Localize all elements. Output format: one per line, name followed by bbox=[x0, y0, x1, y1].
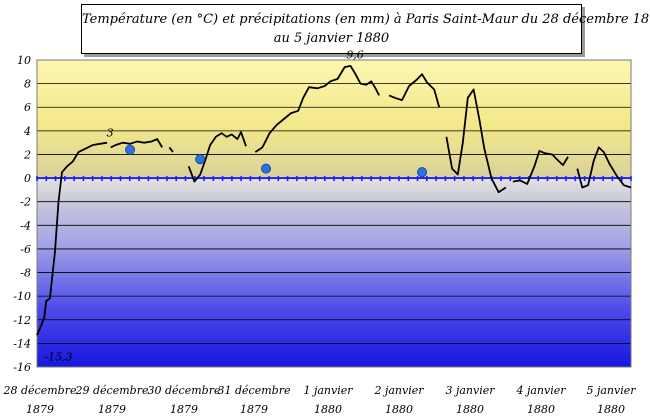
data-annotation: 9,6 bbox=[346, 49, 364, 62]
temperature-line-segment bbox=[110, 138, 163, 149]
y-tick-label: 4 bbox=[23, 125, 31, 138]
data-annotation: -15,3 bbox=[44, 351, 72, 364]
y-tick-label: -8 bbox=[20, 267, 31, 280]
chart-title-line-1: Température (en °C) et précipitations (e… bbox=[82, 12, 650, 27]
y-tick-label: 10 bbox=[17, 54, 31, 67]
y-tick-label: -16 bbox=[13, 361, 31, 374]
precipitation-point bbox=[261, 163, 272, 174]
y-tick-label: -10 bbox=[13, 290, 31, 303]
y-tick-label: 8 bbox=[24, 78, 31, 91]
x-axis-day-label: 29 décembre bbox=[75, 384, 149, 397]
temperature-line-segment bbox=[445, 88, 507, 194]
temperature-line-segment bbox=[388, 73, 441, 108]
chart-title-line-2: au 5 janvier 1880 bbox=[273, 31, 390, 46]
x-axis-day-label: 28 décembre bbox=[3, 384, 77, 397]
y-tick-label: -14 bbox=[13, 337, 31, 350]
x-axis-year-label: 1879 bbox=[26, 403, 54, 416]
y-tick-label: -6 bbox=[20, 243, 31, 256]
x-axis-year-label: 1880 bbox=[314, 403, 342, 416]
positive-zone-background bbox=[37, 60, 631, 179]
x-axis-year-label: 1880 bbox=[385, 403, 413, 416]
plot-border bbox=[36, 59, 632, 368]
x-axis-year-label: 1879 bbox=[98, 403, 126, 416]
x-axis-day-label: 31 décembre bbox=[218, 384, 291, 397]
y-tick-label: -2 bbox=[20, 196, 31, 209]
precipitation-point bbox=[195, 154, 206, 165]
x-axis-day-label: 3 janvier bbox=[445, 384, 495, 397]
temperature-line-segment bbox=[168, 146, 174, 153]
x-axis-year-label: 1879 bbox=[240, 403, 268, 416]
x-axis-day-label: 2 janvier bbox=[373, 384, 424, 397]
x-axis-day-label: 1 janvier bbox=[303, 384, 353, 397]
temperature-line-segment bbox=[576, 146, 632, 189]
chart-title-box: Température (en °C) et précipitations (e… bbox=[81, 4, 650, 54]
x-axis-day-label: 5 janvier bbox=[586, 384, 636, 397]
x-axis-year-label: 1880 bbox=[597, 403, 625, 416]
y-tick-label: 0 bbox=[24, 172, 31, 185]
y-tick-label: 6 bbox=[24, 101, 31, 114]
precipitation-point bbox=[417, 167, 428, 178]
x-axis-year-label: 1879 bbox=[170, 403, 198, 416]
data-annotation: 3 bbox=[107, 127, 114, 140]
x-axis-year-label: 1880 bbox=[456, 403, 484, 416]
temperature-line-segment bbox=[512, 150, 569, 185]
temperature-line-segment bbox=[187, 131, 247, 183]
temperature-line-segment bbox=[36, 141, 108, 336]
y-tick-label: -12 bbox=[13, 314, 31, 327]
temperature-line-segment bbox=[254, 65, 380, 153]
y-tick-label: 2 bbox=[23, 148, 31, 161]
x-axis-year-label: 1880 bbox=[527, 403, 555, 416]
x-axis-day-label: 4 janvier bbox=[515, 384, 566, 397]
x-axis-day-label: 30 décembre bbox=[148, 384, 221, 397]
y-tick-label: -4 bbox=[20, 219, 31, 232]
precipitation-point bbox=[125, 144, 136, 155]
